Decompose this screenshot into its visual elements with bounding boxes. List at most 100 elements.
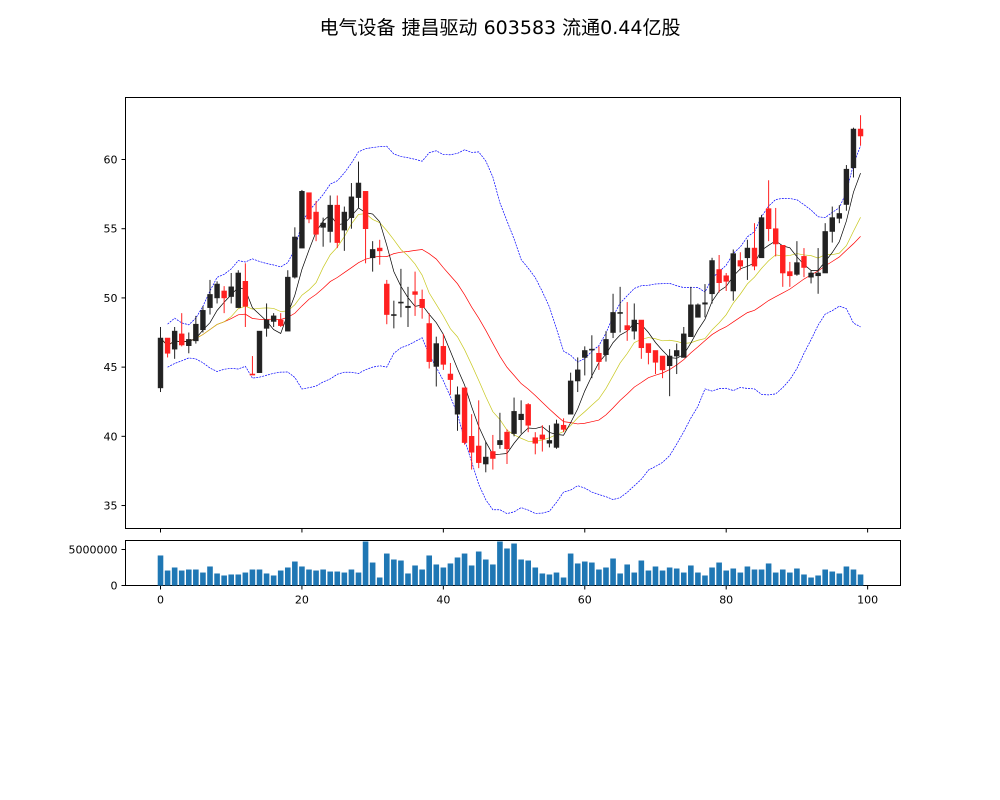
volume-bar	[447, 563, 454, 586]
candle	[214, 281, 220, 304]
candle	[341, 206, 348, 251]
candle	[320, 217, 326, 247]
xtick-label: 80	[719, 594, 733, 607]
candle-body	[157, 337, 164, 389]
volume-bar	[589, 562, 595, 586]
volume-bar	[383, 553, 390, 586]
candle	[334, 195, 340, 249]
candle	[263, 303, 270, 337]
candle	[483, 441, 489, 473]
volume-bar	[475, 551, 482, 586]
volume-bar	[320, 569, 326, 586]
candle	[624, 302, 630, 341]
candle	[511, 397, 517, 437]
candle	[285, 270, 291, 332]
candle-body	[193, 323, 199, 342]
candle	[221, 286, 227, 314]
candle-body	[490, 451, 496, 459]
candle	[299, 189, 305, 249]
volume-bar	[836, 573, 843, 586]
indicator-lines	[160, 145, 861, 514]
volume-bar	[256, 569, 263, 586]
candle-body	[164, 337, 171, 354]
volume-bar	[391, 559, 397, 586]
candle-body	[504, 431, 510, 450]
candle-body	[426, 323, 432, 362]
candle-body	[532, 437, 538, 444]
candle	[313, 201, 319, 242]
volume-bar	[730, 568, 737, 586]
volume-bar	[157, 555, 164, 586]
candle-body	[320, 222, 326, 228]
candle-body	[709, 260, 715, 295]
candle	[596, 346, 602, 370]
volume-bar	[532, 567, 539, 586]
candle-body	[461, 387, 468, 443]
candle-body	[348, 196, 355, 218]
volume-bar	[355, 572, 362, 586]
candle-body	[377, 247, 383, 252]
volume-bars	[157, 541, 864, 586]
volume-bar	[334, 571, 341, 586]
candle-body	[412, 291, 418, 295]
candle	[398, 268, 404, 318]
volume-bar	[221, 575, 227, 586]
volume-bar	[249, 569, 256, 586]
candle-body	[822, 231, 828, 274]
candle-body	[688, 304, 694, 337]
candle	[355, 161, 362, 208]
candle-body	[645, 343, 652, 353]
volume-bar	[829, 571, 836, 586]
candle	[157, 326, 164, 393]
volume-bar	[405, 573, 411, 586]
candle-body	[369, 249, 376, 259]
candle	[681, 326, 687, 358]
candle	[787, 261, 793, 287]
candle-body	[362, 191, 369, 230]
volume-bar	[581, 561, 588, 586]
candle	[744, 239, 751, 280]
volume-bar	[560, 577, 567, 586]
candle	[575, 357, 581, 393]
candle-body	[758, 217, 765, 259]
candle	[702, 284, 708, 318]
candle-body	[313, 211, 319, 235]
volume-bar	[306, 569, 312, 586]
candle	[518, 400, 524, 434]
volume-bar	[412, 565, 418, 586]
candle	[716, 255, 722, 293]
volume-bar	[299, 566, 305, 586]
candle-body	[582, 350, 588, 358]
candlesticks	[157, 115, 864, 473]
volume-bar	[369, 562, 376, 586]
candle	[228, 273, 234, 304]
volume-bar	[603, 567, 609, 586]
volume-bar	[695, 572, 701, 586]
volume-bar	[723, 570, 729, 586]
volume-bar	[702, 575, 708, 586]
candle	[553, 419, 560, 449]
ma20-line	[160, 236, 861, 425]
volume-bar	[419, 569, 425, 586]
candle-body	[355, 182, 362, 198]
candle	[433, 336, 439, 387]
candle	[461, 387, 468, 445]
price-ytick-label: 50	[104, 292, 118, 305]
volume-bar	[327, 571, 334, 586]
volume-bar	[815, 575, 821, 586]
candle	[723, 273, 729, 291]
candle	[369, 241, 376, 272]
volume-bar	[546, 574, 553, 586]
volume-bar	[518, 559, 524, 586]
candle	[850, 127, 857, 178]
candle-body	[235, 272, 241, 308]
volume-bar	[610, 558, 616, 586]
candle	[617, 286, 623, 333]
chart-title: 电气设备 捷昌驱动 603583 流通0.44亿股	[320, 17, 681, 39]
candle-body	[673, 350, 680, 357]
candle	[688, 286, 694, 337]
price-ytick-label: 35	[104, 500, 118, 513]
candle-body	[483, 456, 489, 465]
candle	[638, 319, 645, 359]
volume-bar	[716, 562, 722, 586]
